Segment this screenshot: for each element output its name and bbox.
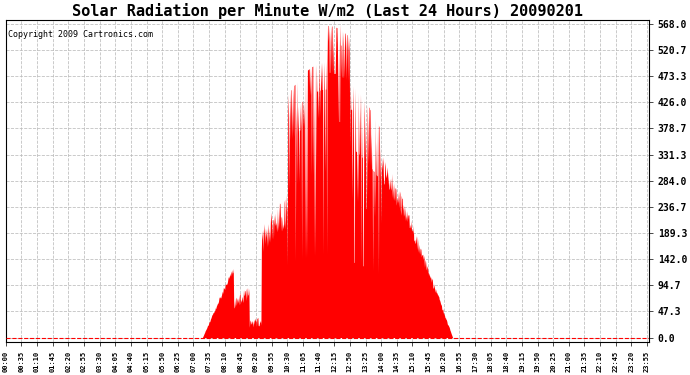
Text: Copyright 2009 Cartronics.com: Copyright 2009 Cartronics.com: [8, 30, 152, 39]
Title: Solar Radiation per Minute W/m2 (Last 24 Hours) 20090201: Solar Radiation per Minute W/m2 (Last 24…: [72, 3, 583, 19]
